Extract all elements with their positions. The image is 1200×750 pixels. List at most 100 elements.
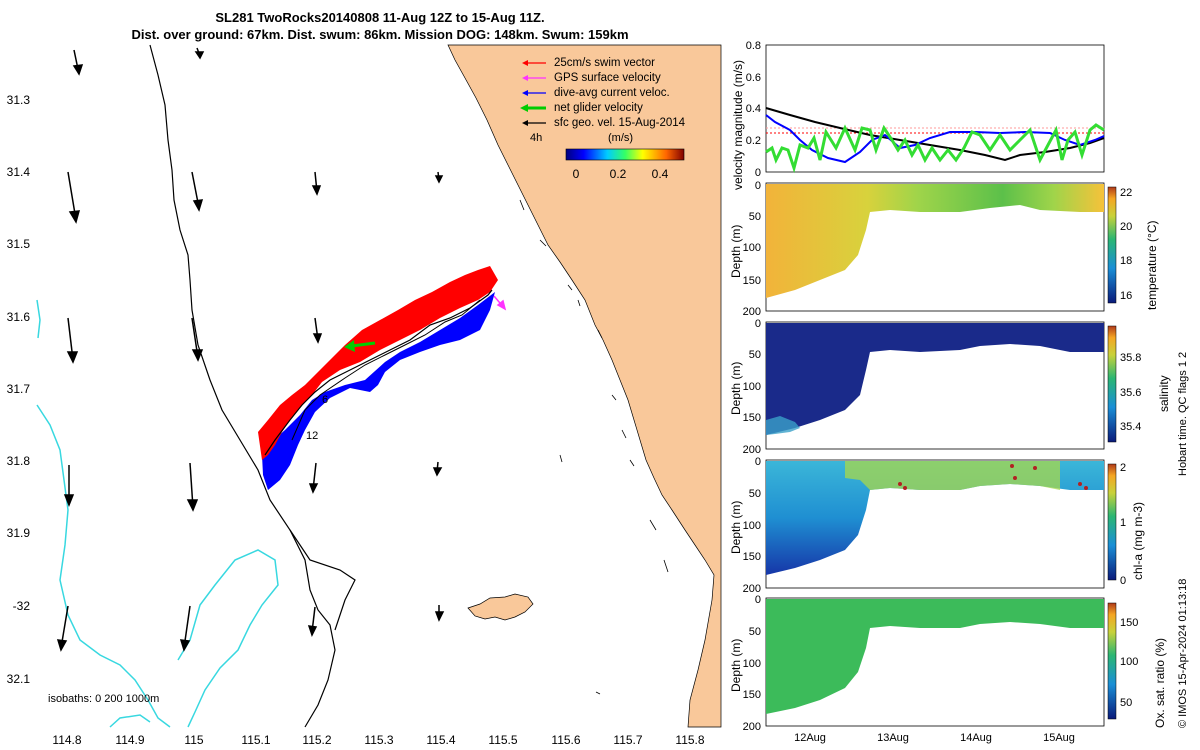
temperature-panel: 0 100 200 150 50 Depth (m) 16 18 20 22 t… bbox=[729, 180, 1159, 318]
lat-tick: 31.8 bbox=[7, 454, 31, 468]
depth-tick: 50 bbox=[749, 626, 761, 638]
salinity-tick: 35.4 bbox=[1120, 421, 1141, 433]
depth-tick: 100 bbox=[743, 242, 761, 254]
lon-tick: 115.6 bbox=[551, 733, 580, 747]
depth-tick: 50 bbox=[749, 488, 761, 500]
lon-axis: 114.8 114.9 115 115.1 115.2 115.3 115.4 … bbox=[52, 733, 704, 747]
colorbar-tick: 0 bbox=[573, 167, 580, 181]
legend-net-glider: net glider velocity bbox=[520, 102, 643, 114]
oxygen-tick: 50 bbox=[1120, 697, 1132, 709]
island bbox=[467, 593, 534, 621]
velocity-tick: 0.2 bbox=[746, 135, 761, 147]
chla-tick: 2 bbox=[1120, 462, 1126, 474]
chla-field bbox=[766, 461, 1104, 575]
chla-hotspots bbox=[898, 464, 1088, 490]
velocity-tick: 0.4 bbox=[746, 103, 761, 115]
lon-tick: 115.3 bbox=[364, 733, 393, 747]
date-axis: 12Aug 13Aug 14Aug 15Aug bbox=[794, 732, 1075, 744]
legend-gps-velocity: GPS surface velocity bbox=[522, 72, 661, 84]
depth-tick: 100 bbox=[743, 381, 761, 393]
legend-sfc-geo-velocity: sfc geo. vel. 15-Aug-2014 bbox=[522, 117, 686, 129]
copyright-credit: © IMOS 15-Apr-2024 01:13:18 bbox=[1177, 579, 1189, 728]
lon-tick: 114.8 bbox=[52, 733, 81, 747]
depth-tick: 150 bbox=[743, 551, 761, 563]
chla-tick: 0 bbox=[1120, 575, 1126, 587]
depth-ylabel: Depth (m) bbox=[729, 639, 743, 692]
lon-tick: 114.9 bbox=[115, 733, 144, 747]
salinity-field-deep bbox=[766, 416, 800, 435]
velocity-tick: 0 bbox=[755, 167, 761, 179]
lon-tick: 115 bbox=[184, 733, 203, 747]
depth-tick: 0 bbox=[755, 594, 761, 606]
lat-tick: -32 bbox=[13, 599, 31, 613]
oxygen-y-axis: 0 50 100 150 200 Depth (m) bbox=[729, 594, 761, 733]
depth-tick: 200 bbox=[743, 444, 761, 456]
depth-ylabel: Depth (m) bbox=[729, 501, 743, 554]
colorbar-tick: 0.4 bbox=[652, 167, 669, 181]
chla-tick: 1 bbox=[1120, 517, 1126, 529]
oxygen-colorbar bbox=[1107, 602, 1117, 720]
depth-tick: 200 bbox=[743, 583, 761, 595]
sfc-geo-velocity-arrows bbox=[56, 47, 445, 652]
map-legend: 25cm/s swim vector GPS surface velocity … bbox=[520, 57, 686, 181]
swim-vector-swath bbox=[258, 266, 498, 460]
date-tick: 13Aug bbox=[877, 732, 909, 744]
chart-title: SL281 TwoRocks20140808 11-Aug 12Z to 15-… bbox=[215, 10, 545, 25]
legend-label-dive-avg-current: dive-avg current veloc. bbox=[554, 87, 670, 99]
velocity-tick: 0.8 bbox=[746, 40, 761, 52]
depth-tick: 200 bbox=[743, 721, 761, 733]
legend-label-net-glider: net glider velocity bbox=[554, 102, 643, 114]
lat-tick: 31.7 bbox=[7, 382, 31, 396]
depth-ylabel: Depth (m) bbox=[729, 362, 743, 415]
velocity-ylabel: velocity magnitude (m/s) bbox=[731, 60, 745, 190]
oxygen-field bbox=[766, 599, 1104, 714]
lat-tick: 31.3 bbox=[7, 93, 31, 107]
salinity-y-axis: 0 50 100 150 200 Depth (m) bbox=[729, 318, 761, 456]
dive-avg-current-swath bbox=[262, 292, 495, 490]
date-tick: 12Aug bbox=[794, 732, 826, 744]
date-tick: 14Aug bbox=[960, 732, 992, 744]
temperature-field bbox=[766, 184, 1104, 298]
temperature-label: temperature (°C) bbox=[1145, 221, 1159, 311]
track-label-6: 6 bbox=[322, 394, 328, 406]
temperature-tick: 22 bbox=[1120, 187, 1132, 199]
velocity-panel: 0 0.2 0.4 0.6 0.8 velocity magnitude (m/… bbox=[731, 40, 1105, 190]
salinity-field bbox=[766, 323, 1104, 435]
temperature-tick: 16 bbox=[1120, 290, 1132, 302]
lon-tick: 115.2 bbox=[302, 733, 331, 747]
salinity-colorbar bbox=[1107, 325, 1117, 443]
velocity-y-axis: 0 0.2 0.4 0.6 0.8 velocity magnitude (m/… bbox=[731, 40, 761, 190]
net-glider-velocity bbox=[344, 340, 376, 352]
map-panel: 6 12 25cm/s swim vector GPS surface velo… bbox=[7, 44, 722, 747]
glider-track-return bbox=[291, 299, 481, 441]
lat-tick: 32.1 bbox=[7, 672, 31, 686]
lat-tick: 31.9 bbox=[7, 526, 31, 540]
qc-credit: Hobart time. QC flags 1 2 bbox=[1177, 352, 1189, 476]
legend-label-sfc-geo-velocity: sfc geo. vel. 15-Aug-2014 bbox=[554, 117, 686, 129]
legend-swim-vector: 25cm/s swim vector bbox=[522, 57, 655, 69]
lat-tick: 31.5 bbox=[7, 237, 31, 251]
isobath-1000m-bottom bbox=[109, 714, 151, 728]
colorbar-title: (m/s) bbox=[608, 132, 633, 144]
isobath-200m-lower bbox=[289, 529, 356, 631]
depth-tick: 150 bbox=[743, 412, 761, 424]
velocity-colorbar bbox=[565, 148, 685, 161]
isobath-1000m-loop bbox=[177, 549, 279, 728]
gps-surface-velocity bbox=[493, 295, 507, 311]
lon-tick: 115.5 bbox=[488, 733, 517, 747]
depth-ylabel: Depth (m) bbox=[729, 225, 743, 278]
legend-label-gps-velocity: GPS surface velocity bbox=[554, 72, 661, 84]
depth-tick: 200 bbox=[743, 306, 761, 318]
velocity-tick: 0.6 bbox=[746, 72, 761, 84]
salinity-tick: 35.8 bbox=[1120, 352, 1141, 364]
land-coastline bbox=[447, 44, 722, 728]
lon-tick: 115.8 bbox=[675, 733, 704, 747]
isobath-label: isobaths: 0 200 1000m bbox=[48, 693, 159, 705]
isobath-0m bbox=[519, 199, 669, 695]
temperature-colorbar bbox=[1107, 186, 1117, 304]
depth-tick: 100 bbox=[743, 658, 761, 670]
legend-label-swim-vector: 25cm/s swim vector bbox=[554, 57, 655, 69]
chla-panel: 0 50 100 150 200 Depth (m) 0 1 2 chl-a (… bbox=[729, 456, 1145, 595]
svg-text:50: 50 bbox=[749, 211, 761, 223]
oxygen-tick: 100 bbox=[1120, 656, 1138, 668]
